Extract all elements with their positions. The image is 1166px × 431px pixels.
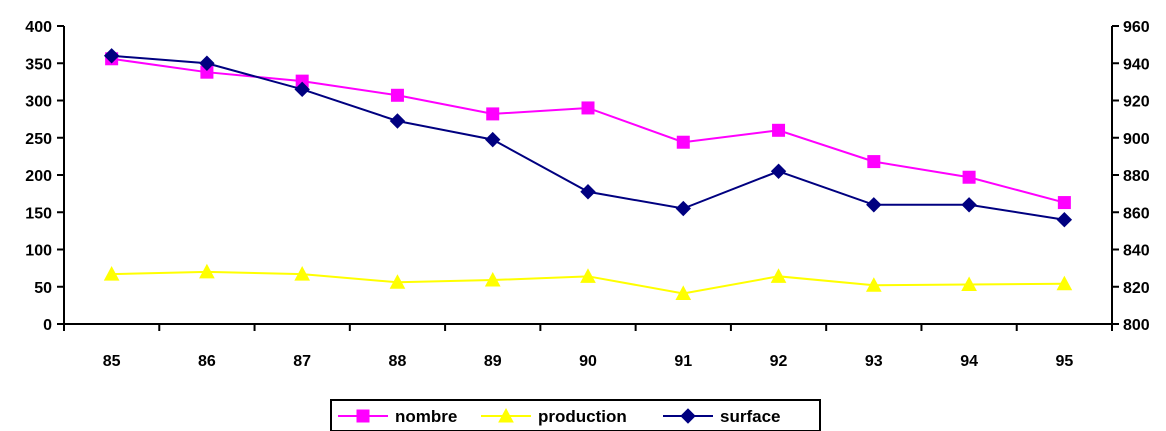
data-point-production: [865, 277, 882, 292]
data-point-nombre: [962, 170, 976, 184]
data-point-nombre: [676, 135, 690, 149]
left-y-tick-label: 150: [25, 205, 52, 222]
x-tick-label: 89: [484, 353, 502, 370]
axes: 0 50 100 150 200 250 300 350 400 800 820 840 860 880 9…: [25, 19, 1150, 370]
data-point-nombre: [1057, 196, 1071, 210]
left-y-tick-label: 50: [34, 280, 52, 297]
legend: nombre production surface: [330, 399, 821, 431]
x-tick-label: 88: [389, 353, 407, 370]
data-point-surface: [675, 200, 691, 217]
legend-entry-nombre: nombre: [338, 407, 457, 426]
data-point-surface: [294, 81, 310, 98]
data-point-nombre: [867, 155, 881, 169]
data-point-production: [1056, 275, 1073, 291]
series-nombre: [105, 52, 1071, 210]
legend-label-surface: surface: [720, 407, 780, 426]
legend-box: [330, 399, 821, 431]
left-y-tick-label: 250: [25, 131, 52, 148]
right-y-tick-label: 900: [1123, 131, 1150, 148]
data-point-production: [675, 285, 692, 300]
data-point-surface: [580, 184, 596, 200]
x-tick-label: 94: [960, 353, 978, 370]
x-tick-label: 86: [198, 353, 216, 370]
x-tick-label: 91: [674, 353, 692, 370]
data-point-production: [961, 276, 977, 292]
x-tick-label: 95: [1055, 353, 1073, 370]
data-point-production: [294, 266, 311, 281]
legend-entry-surface: surface: [663, 407, 780, 426]
data-point-production: [199, 263, 215, 279]
data-point-surface: [961, 197, 977, 213]
data-point-surface: [199, 55, 215, 71]
data-point-surface: [389, 113, 406, 129]
data-point-production: [389, 274, 406, 289]
data-point-production: [484, 271, 501, 287]
data-point-nombre: [581, 101, 595, 115]
data-point-surface: [866, 197, 882, 213]
legend-marker-nombre: [356, 409, 370, 423]
data-point-production: [770, 268, 787, 283]
legend-marker-production: [498, 407, 514, 423]
left-y-tick-label: 100: [25, 243, 52, 260]
legend-label-nombre: nombre: [395, 407, 457, 426]
data-point-surface: [1056, 211, 1073, 228]
data-point-nombre: [772, 123, 786, 137]
data-point-production: [580, 268, 596, 283]
left-y-tick-label: 300: [25, 94, 52, 111]
right-y-tick-label: 840: [1123, 243, 1150, 260]
x-tick-label: 85: [103, 353, 121, 370]
data-point-surface: [485, 131, 501, 148]
x-tick-label: 87: [293, 353, 311, 370]
data-point-surface: [770, 163, 787, 179]
right-y-tick-label: 860: [1123, 205, 1150, 222]
series-production: [103, 263, 1073, 300]
legend-entry-production: production: [481, 407, 627, 426]
left-y-tick-label: 400: [25, 19, 52, 36]
right-y-tick-label: 940: [1123, 56, 1150, 73]
x-tick-label: 92: [770, 353, 788, 370]
right-y-tick-label: 920: [1123, 94, 1150, 111]
legend-marker-surface: [680, 408, 696, 424]
right-y-tick-label: 960: [1123, 19, 1150, 36]
legend-label-production: production: [538, 407, 627, 426]
data-point-nombre: [486, 107, 500, 121]
data-point-nombre: [390, 88, 404, 102]
series-line-nombre: [111, 57, 1065, 204]
series-surface: [103, 48, 1073, 228]
x-tick-label: 90: [579, 353, 597, 370]
right-y-tick-label: 800: [1123, 317, 1150, 334]
right-y-tick-label: 880: [1123, 168, 1150, 185]
data-point-production: [103, 266, 120, 281]
data-point-surface: [103, 48, 120, 64]
x-tick-label: 93: [865, 353, 883, 370]
left-y-tick-label: 350: [25, 56, 52, 73]
left-y-tick-label: 0: [43, 317, 52, 334]
right-y-tick-label: 820: [1123, 280, 1150, 297]
left-y-tick-label: 200: [25, 168, 52, 185]
series-layer: [103, 48, 1073, 300]
